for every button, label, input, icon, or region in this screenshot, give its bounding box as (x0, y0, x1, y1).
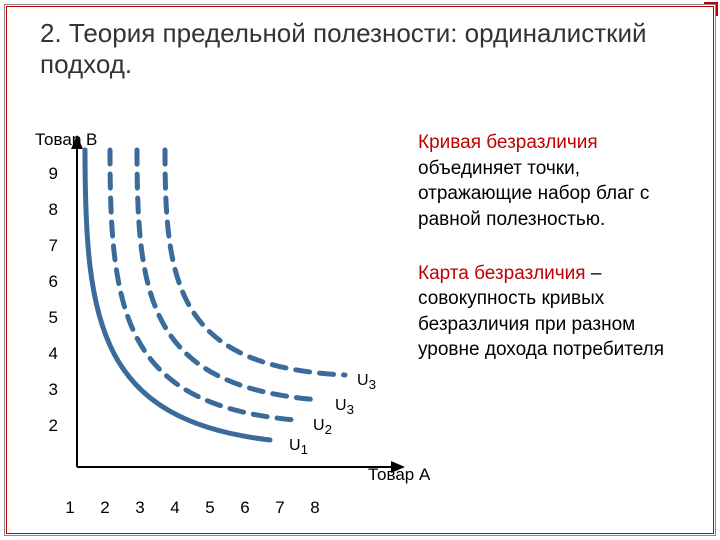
x-tick: 6 (235, 498, 255, 518)
x-tick: 8 (305, 498, 325, 518)
y-tick: 5 (40, 308, 58, 328)
indifference-curve-chart (45, 135, 405, 500)
x-tick: 7 (270, 498, 290, 518)
y-tick: 2 (40, 416, 58, 436)
term-lead: Карта безразличия (418, 263, 586, 284)
x-tick: 4 (165, 498, 185, 518)
explanatory-text: Кривая безразличия объединяет точки, отр… (418, 130, 698, 363)
x-tick: 3 (130, 498, 150, 518)
curve-label: U1 (289, 437, 308, 457)
x-tick: 2 (95, 498, 115, 518)
paragraph-indifference-curve: Кривая безразличия объединяет точки, отр… (418, 130, 698, 233)
x-tick: 1 (60, 498, 80, 518)
corner-accent (704, 2, 718, 16)
curve-label: U2 (313, 417, 332, 437)
y-tick: 9 (40, 164, 58, 184)
curve-label: U3 (357, 372, 376, 392)
y-tick: 7 (40, 236, 58, 256)
slide-title: 2. Теория предельной полезности: ординал… (40, 18, 680, 80)
y-tick: 3 (40, 380, 58, 400)
term-rest: объединяет точки, отражающие набор благ … (418, 158, 649, 230)
term-lead: Кривая безразличия (418, 132, 598, 153)
y-tick: 6 (40, 272, 58, 292)
paragraph-indifference-map: Карта безразличия – совокупность кривых … (418, 261, 698, 364)
y-tick: 4 (40, 344, 58, 364)
curve-label: U3 (335, 397, 354, 417)
y-tick: 8 (40, 200, 58, 220)
x-tick: 5 (200, 498, 220, 518)
chart-area (45, 135, 405, 500)
title-block: 2. Теория предельной полезности: ординал… (40, 18, 680, 80)
